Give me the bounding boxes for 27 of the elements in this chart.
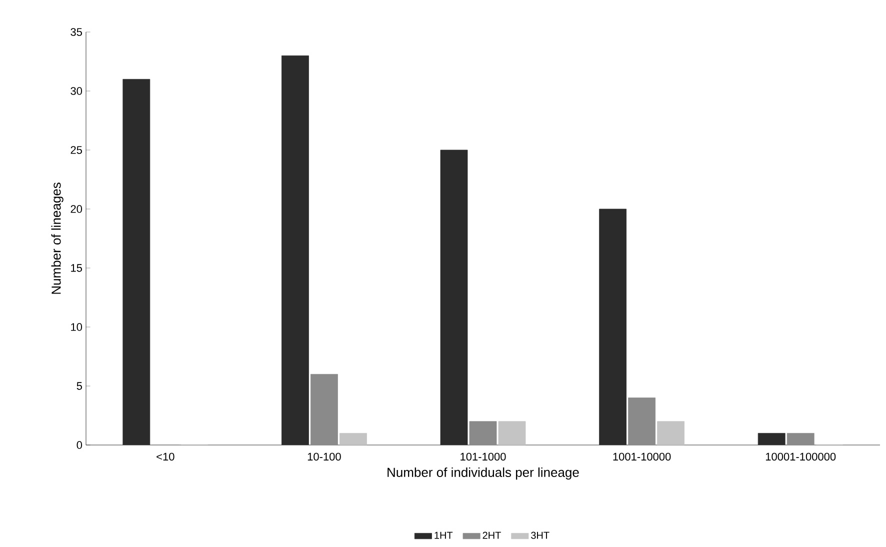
bar <box>282 55 309 446</box>
y-tick-label: 25 <box>70 146 82 154</box>
bar <box>599 208 627 446</box>
legend-label: 1HT <box>434 532 453 539</box>
x-axis-title: Number of individuals per lineage <box>388 467 579 480</box>
x-tick-label: <10 <box>156 452 174 461</box>
x-tick-label: 10001-100000 <box>766 452 836 461</box>
x-tick-label: 101-1000 <box>460 452 506 461</box>
y-axis-title: Number of lineages <box>51 182 64 294</box>
y-tick-label: 10 <box>71 323 82 331</box>
bar <box>758 433 786 446</box>
bar <box>628 398 656 446</box>
bar <box>786 433 814 446</box>
y-tick-label: 35 <box>70 28 82 36</box>
y-tick-label: 15 <box>71 264 82 272</box>
legend-label: 3HT <box>531 532 550 539</box>
y-tick-label: 30 <box>70 87 82 95</box>
bar <box>469 421 497 446</box>
bar <box>440 150 468 446</box>
bar <box>122 79 150 446</box>
x-tick-label: 1001-10000 <box>613 452 671 461</box>
y-tick-label: 20 <box>70 205 82 213</box>
y-tick-label: 5 <box>76 382 82 390</box>
x-tick-label: 10-100 <box>308 452 341 461</box>
bar <box>310 374 338 446</box>
legend-label: 2HT <box>482 532 501 539</box>
y-tick-label: 0 <box>76 441 82 449</box>
